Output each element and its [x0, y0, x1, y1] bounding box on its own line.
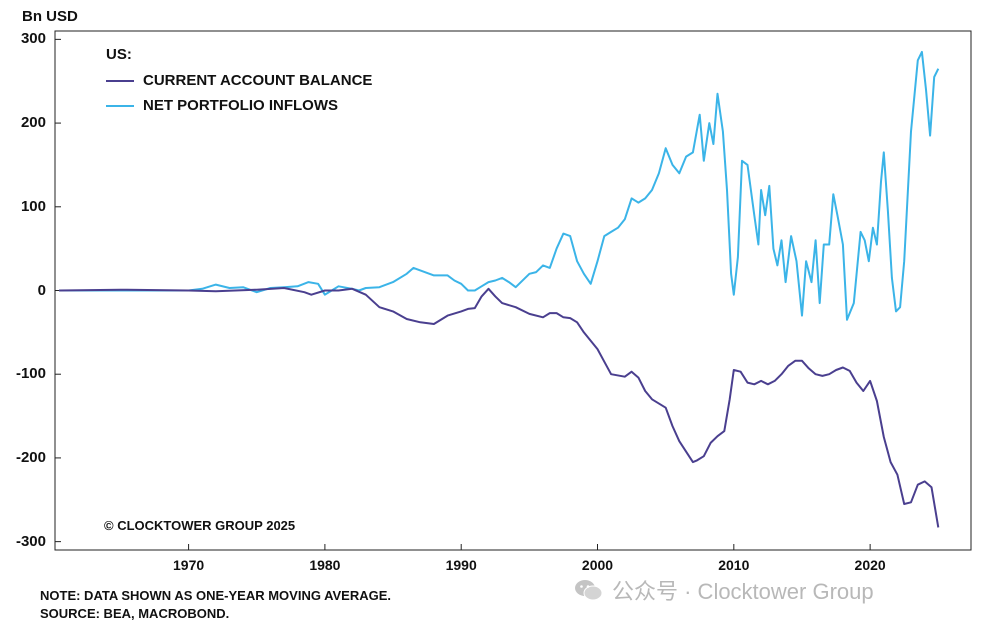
- series-line-current-account: [59, 287, 940, 528]
- y-tick-label: -100: [15, 365, 46, 383]
- tick-marks: [55, 38, 871, 550]
- x-tick-label: 1970: [173, 557, 205, 573]
- source-text: SOURCE: BEA, MACROBOND.: [40, 606, 230, 621]
- series-line-net-portfolio: [59, 50, 940, 321]
- x-tick-label: 1980: [309, 557, 341, 573]
- x-tick-label: 1990: [445, 557, 477, 573]
- y-tick-label: 200: [20, 114, 46, 132]
- series-lines: [59, 50, 940, 528]
- x-tick-label: 2020: [854, 557, 886, 573]
- legend-title: US:: [106, 46, 132, 63]
- y-tick-label: -200: [15, 448, 46, 466]
- y-tick-label: 100: [20, 197, 46, 215]
- legend-swatch-net-portfolio: [106, 104, 134, 107]
- copyright-text: © CLOCKTOWER GROUP 2025: [104, 518, 296, 533]
- legend-swatch-current-account: [106, 79, 134, 82]
- watermark-text: 公众号 · Clocktower Group: [612, 579, 874, 604]
- watermark: 公众号 · Clocktower Group: [574, 574, 874, 606]
- legend-label-net-portfolio: NET PORTFOLIO INFLOWS: [143, 97, 338, 114]
- legend-label-current-account: CURRENT ACCOUNT BALANCE: [143, 72, 373, 89]
- legend-item-net-portfolio: NET PORTFOLIO INFLOWS: [106, 97, 338, 114]
- y-tick-label: 0: [37, 281, 46, 299]
- wechat-icon: [575, 580, 603, 601]
- y-tick-label: 300: [20, 30, 46, 48]
- x-tick-label: 2010: [718, 557, 750, 573]
- y-axis-unit-label: Bn USD: [22, 8, 78, 25]
- x-tick-label: 2000: [581, 557, 614, 573]
- y-tick-label: -300: [15, 532, 46, 550]
- note-text: NOTE: DATA SHOWN AS ONE-YEAR MOVING AVER…: [40, 588, 392, 603]
- legend-item-current-account: CURRENT ACCOUNT BALANCE: [106, 72, 372, 89]
